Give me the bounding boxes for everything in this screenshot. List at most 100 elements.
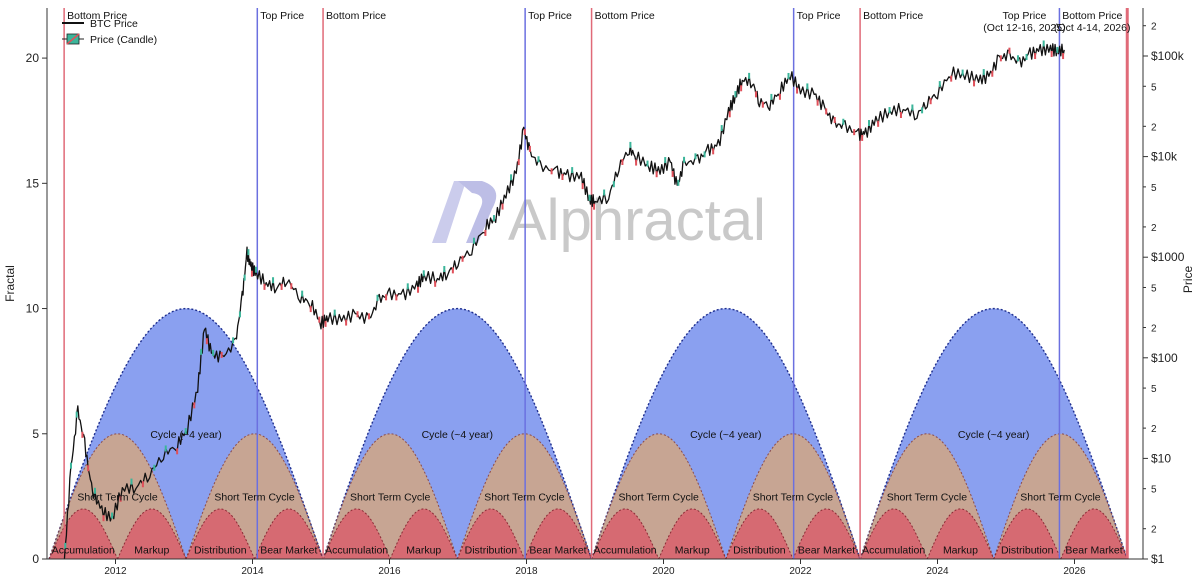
right-minor-tick-label: 2 [1151,122,1157,133]
top-price-label: Top Price [1003,10,1047,22]
price-candle [770,93,773,100]
price-candle [417,286,420,293]
cycle-arc-outline [322,307,593,559]
price-candle [603,189,606,196]
price-candle [664,157,667,164]
bottom-price-label: Bottom Price [595,10,655,22]
phase-label: Accumulation [594,545,657,557]
price-candle [796,87,799,94]
x-tick-label: 2014 [241,566,264,575]
price-candle [621,158,624,165]
phase-arc [186,508,255,559]
price-candle [612,181,615,188]
price-candle [75,411,78,418]
phase-label: Markup [134,545,169,557]
price-candle [703,151,706,158]
price-candle [93,487,96,494]
phase-arc [860,508,928,559]
phase-arc [254,508,324,559]
price-candle [740,85,743,92]
price-candle [193,402,196,409]
price-candle [629,141,632,148]
phase-outline [926,508,995,559]
phase-arc [457,508,525,559]
price-candle [184,428,187,435]
legend-label-price: BTC Price [90,18,138,30]
price-candle [250,270,253,277]
cycle-arc-outline [859,307,1128,559]
top-price-label: Top Price [797,10,841,22]
left-axis-title: Fractal [3,265,17,302]
price-candle [1050,50,1053,57]
price-candle [318,316,321,323]
price-candle [1016,55,1019,62]
price-candle [333,309,336,316]
price-candle [254,266,257,273]
price-candle [728,111,731,118]
short-cycle-label: Short Term Cycle [619,491,699,503]
price-candle [263,283,266,290]
price-candle [877,120,880,127]
price-candle [720,125,723,132]
price-candle [1056,46,1059,53]
price-candle [434,280,437,287]
price-candle [528,145,531,152]
short-cycle-label: Short Term Cycle [887,491,967,503]
price-candle [982,69,985,76]
price-candle [938,81,941,88]
phase-arc [658,508,726,559]
price-candle [537,156,540,163]
phase-outline [859,508,928,559]
legend-candle-diag [66,33,80,45]
price-candle [301,290,304,297]
price-candle [461,255,464,262]
price-candle [451,267,454,274]
phase-outline [1060,508,1128,559]
phase-outline [523,508,593,559]
price-candle [833,117,836,124]
price-candle [69,462,72,469]
price-candle [748,72,751,79]
cycle-arc-outline [48,307,324,559]
price-candle [119,495,122,502]
price-candle [911,104,914,111]
price-candle [973,80,976,87]
phase-label: Distribution [465,545,518,557]
price-candle [991,70,994,77]
phase-outline [389,508,458,559]
phase-arc [993,508,1061,559]
top-price-label: Top Price [260,10,304,22]
price-candle [734,91,737,98]
bottom-price-label: Bottom Price [326,10,386,22]
price-candle [593,203,596,210]
price-candle [888,107,891,114]
price-candle [1025,53,1028,60]
price-candle [999,55,1002,62]
phase-label: Distribution [733,545,786,557]
right-minor-tick-label: 2 [1151,223,1157,234]
price-candle [243,274,246,281]
phase-label: Markup [943,545,978,557]
price-candle [164,445,167,452]
price-candle [677,179,680,186]
short-cycle-label: Short Term Cycle [77,491,157,503]
price-candle [1042,40,1045,47]
price-candle [517,159,520,166]
phase-label: Bear Market [1065,545,1122,557]
price-candle [806,83,809,90]
x-tick-label: 2016 [378,566,401,575]
bottom-price-label: Bottom Price [1062,10,1122,22]
x-tick-label: 2022 [789,566,812,575]
short-cycle-label: Short Term Cycle [350,491,430,503]
price-candle [406,283,409,290]
price-candle [111,512,114,519]
phase-outline [993,508,1062,559]
price-candle [205,338,208,345]
price-candle [550,168,553,175]
left-tick-label: 10 [26,302,40,316]
price-candle [130,478,133,485]
phase-arc [390,508,458,559]
x-tick-label: 2012 [104,566,127,575]
phase-label: Distribution [194,545,247,557]
top-price-date: (Oct 12-16, 2025) [983,22,1065,34]
